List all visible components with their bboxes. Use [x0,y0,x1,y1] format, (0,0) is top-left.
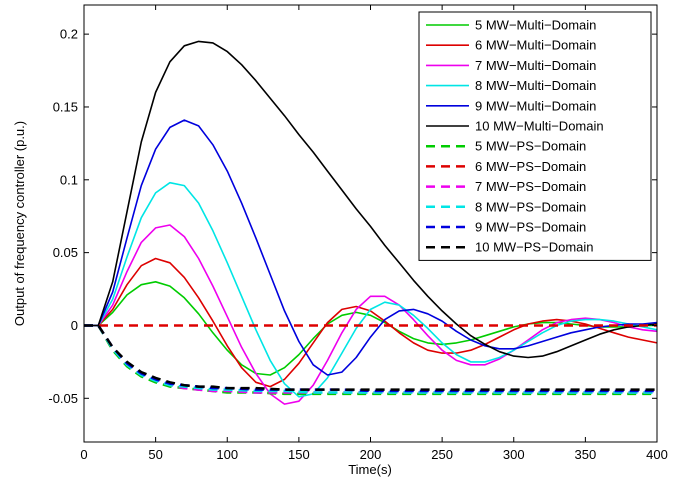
legend-label-10: 8 MW−PS−Domain [475,199,586,214]
legend-label-12: 10 MW−PS−Domain [475,240,594,255]
x-axis: 0 50 100 150 200 250 300 350 400 [80,5,668,462]
legend-label-9: 7 MW−PS−Domain [475,179,586,194]
series-line-12 [84,324,657,391]
series-line-2 [84,257,658,388]
series-line-5 [84,119,658,376]
series-line-6 [84,40,658,359]
legend-label-7: 5 MW−PS−Domain [475,139,586,154]
legend-label-3: 7 MW−Multi−Domain [475,58,596,73]
legend: 5 MW−Multi−Domain 6 MW−Multi−Domain 7 MW−M… [418,11,652,261]
y-axis-label: Output of frequency controller (p.u.) [12,121,27,326]
y-tick-label: -0.05 [48,391,78,406]
series-line-3 [84,224,658,405]
x-tick-label: 200 [360,447,382,462]
y-tick-label: 0.1 [60,172,78,187]
y-tick-label: 0.2 [60,27,78,42]
y-tick-label: 0.05 [53,245,78,260]
x-tick-label: 150 [288,447,310,462]
series-line-1 [84,280,657,376]
y-tick-label: 0 [71,318,78,333]
legend-label-1: 5 MW−Multi−Domain [475,18,596,33]
legend-label-4: 8 MW−Multi−Domain [475,78,596,93]
x-tick-label: 300 [503,447,525,462]
x-tick-label: 350 [575,447,597,462]
y-tick-label: 0.15 [53,99,78,114]
series-layer [84,40,658,405]
legend-label-6: 10 MW−Multi−Domain [475,119,604,134]
legend-label-11: 9 MW−PS−Domain [475,220,586,235]
x-tick-label: 100 [216,447,238,462]
x-tick-label: 250 [431,447,453,462]
x-tick-label: 0 [80,447,87,462]
legend-label-2: 6 MW−Multi−Domain [475,38,596,53]
legend-label-8: 6 MW−PS−Domain [475,159,586,174]
legend-label-5: 9 MW−Multi−Domain [475,98,596,113]
x-axis-label: Time(s) [348,462,392,477]
y-axis: -0.05 0 0.05 0.1 0.15 0.2 [48,27,657,406]
legend-box [418,11,652,261]
x-tick-label: 50 [148,447,162,462]
series-line-4 [84,181,658,398]
x-tick-label: 400 [646,447,668,462]
